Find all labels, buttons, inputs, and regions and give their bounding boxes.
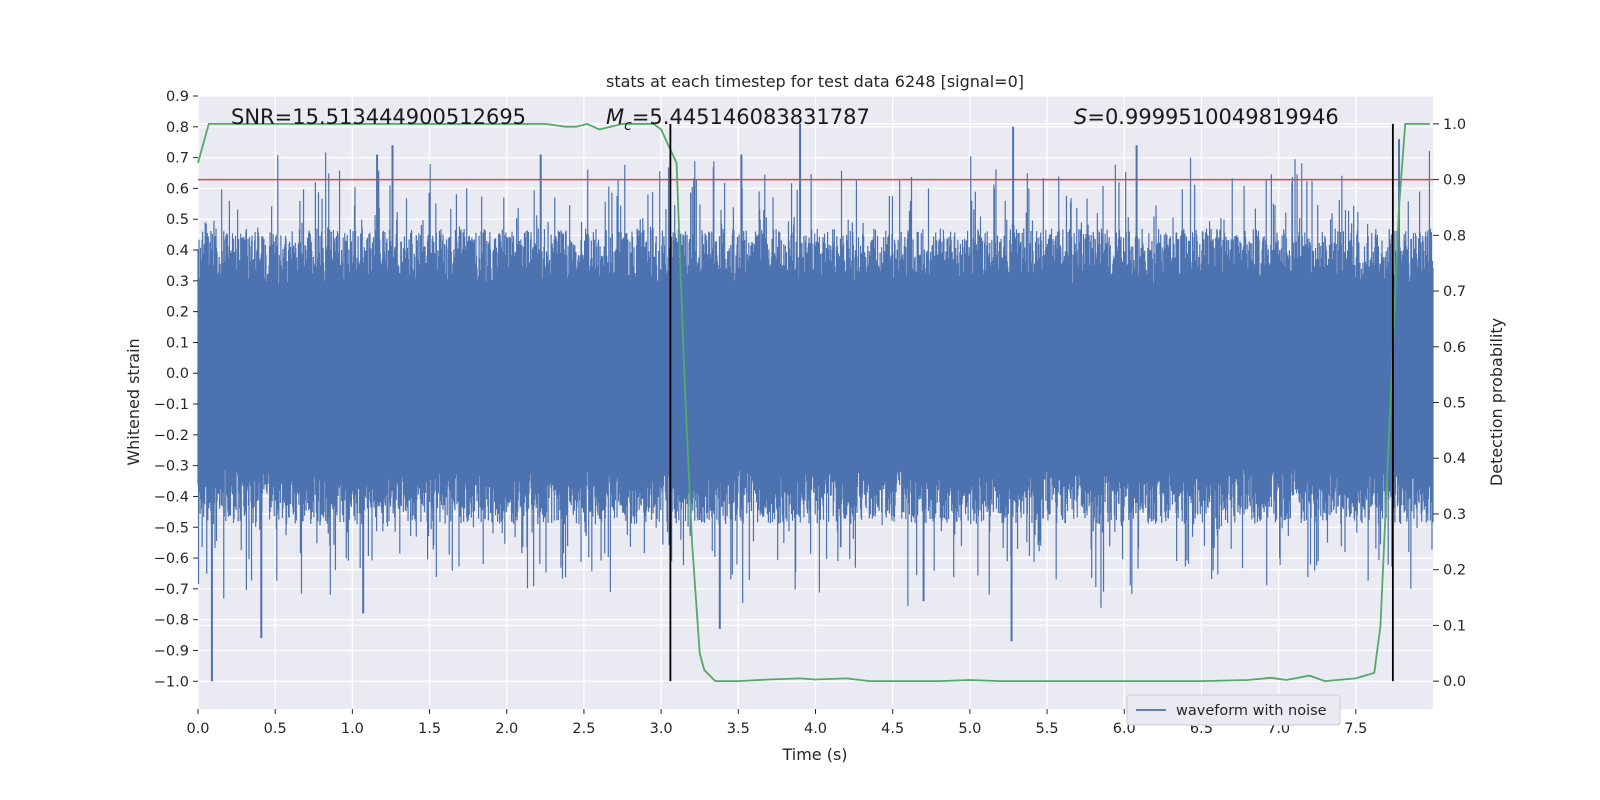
y-tick-label: 0.4 <box>166 243 189 259</box>
y2-tick-label: 0.9 <box>1443 173 1466 189</box>
s-value: =0.9999510049819946 <box>1087 105 1338 129</box>
x-tick-label: 5.5 <box>1036 721 1059 737</box>
y2-tick-label: 0.0 <box>1443 674 1466 690</box>
y-axis-ticks: 0.9 0.8 0.7 0.6 0.5 0.4 0.3 0.2 0.1 0.0 −0.1 −0.2 −0… <box>154 89 198 690</box>
y-tick-label: −0.9 <box>154 643 189 659</box>
legend-label: waveform with noise <box>1176 703 1327 719</box>
y-tick-label: −0.8 <box>154 613 189 629</box>
y2-tick-label: 0.5 <box>1443 396 1466 412</box>
x-tick-label: 3.0 <box>650 721 673 737</box>
y-tick-label: −0.3 <box>154 459 189 475</box>
y2-axis-ticks: 1.0 0.9 0.8 0.7 0.6 0.5 0.4 0.3 0.2 0.1 0.0 <box>1433 117 1466 690</box>
x-tick-label: 0.0 <box>186 721 209 737</box>
y-tick-label: 0.0 <box>166 366 189 382</box>
y2-tick-label: 0.1 <box>1443 618 1466 634</box>
detection-probability-series <box>197 122 1430 683</box>
s-annotation: S=0.9999510049819946 <box>1074 105 1339 129</box>
x-axis-ticks: 0.0 0.5 1.0 1.5 2.0 2.5 3.0 3.5 4.0 4.5 5.0 5.5 6.0 6… <box>186 709 1367 737</box>
noise-trace <box>197 150 1434 608</box>
y-tick-label: −1.0 <box>154 674 189 690</box>
x-tick-label: 1.0 <box>341 721 364 737</box>
s-symbol: S <box>1074 105 1087 129</box>
y2-tick-label: 0.7 <box>1443 284 1466 300</box>
x-tick-label: 2.5 <box>572 721 595 737</box>
x-tick-label: 0.5 <box>264 721 287 737</box>
x-tick-label: 4.5 <box>881 721 904 737</box>
y-tick-label: 0.7 <box>166 151 189 167</box>
y2-tick-label: 0.3 <box>1443 507 1466 523</box>
y-axis-label: Whitened strain <box>124 338 143 465</box>
y-tick-label: −0.5 <box>154 520 189 536</box>
y-tick-label: 0.9 <box>166 89 189 105</box>
y2-tick-label: 1.0 <box>1443 117 1466 133</box>
chirp-mass-annotation: Mc=5.445146083831787 <box>606 105 870 134</box>
y-tick-label: −0.2 <box>154 428 189 444</box>
x-tick-label: 2.0 <box>495 721 518 737</box>
x-tick-label: 3.5 <box>727 721 750 737</box>
y-tick-label: 0.3 <box>166 274 189 290</box>
chirp-mass-subscript: c <box>624 118 632 134</box>
x-axis-label: Time (s) <box>781 745 847 764</box>
y2-axis-label: Detection probability <box>1487 318 1506 486</box>
x-tick-label: 5.0 <box>958 721 981 737</box>
y-tick-label: 0.2 <box>166 305 189 321</box>
chart-title: stats at each timestep for test data 624… <box>606 72 1024 91</box>
y2-tick-label: 0.8 <box>1443 228 1466 244</box>
snr-annotation: SNR=15.513444900512695 <box>231 105 526 129</box>
x-tick-label: 4.0 <box>804 721 827 737</box>
y2-tick-label: 0.4 <box>1443 451 1466 467</box>
y-tick-label: 0.8 <box>166 120 189 136</box>
chirp-mass-value: =5.445146083831787 <box>632 105 870 129</box>
vertical-markers <box>669 123 1394 682</box>
y-tick-label: 0.5 <box>166 212 189 228</box>
chirp-mass-symbol: M <box>606 105 624 129</box>
y-tick-label: −0.1 <box>154 397 189 413</box>
x-tick-label: 1.5 <box>418 721 441 737</box>
y-tick-label: −0.4 <box>154 489 189 505</box>
y-tick-label: −0.6 <box>154 551 189 567</box>
y2-tick-label: 0.2 <box>1443 563 1466 579</box>
y-tick-label: −0.7 <box>154 582 189 598</box>
probability-line <box>197 122 1430 683</box>
y2-tick-label: 0.6 <box>1443 340 1466 356</box>
y-tick-label: 0.1 <box>166 335 189 351</box>
y-tick-label: 0.6 <box>166 181 189 197</box>
legend: waveform with noise <box>1126 694 1341 726</box>
waveform-with-noise-series <box>197 123 1434 682</box>
legend-box <box>1126 694 1341 726</box>
x-tick-label: 7.5 <box>1344 721 1367 737</box>
